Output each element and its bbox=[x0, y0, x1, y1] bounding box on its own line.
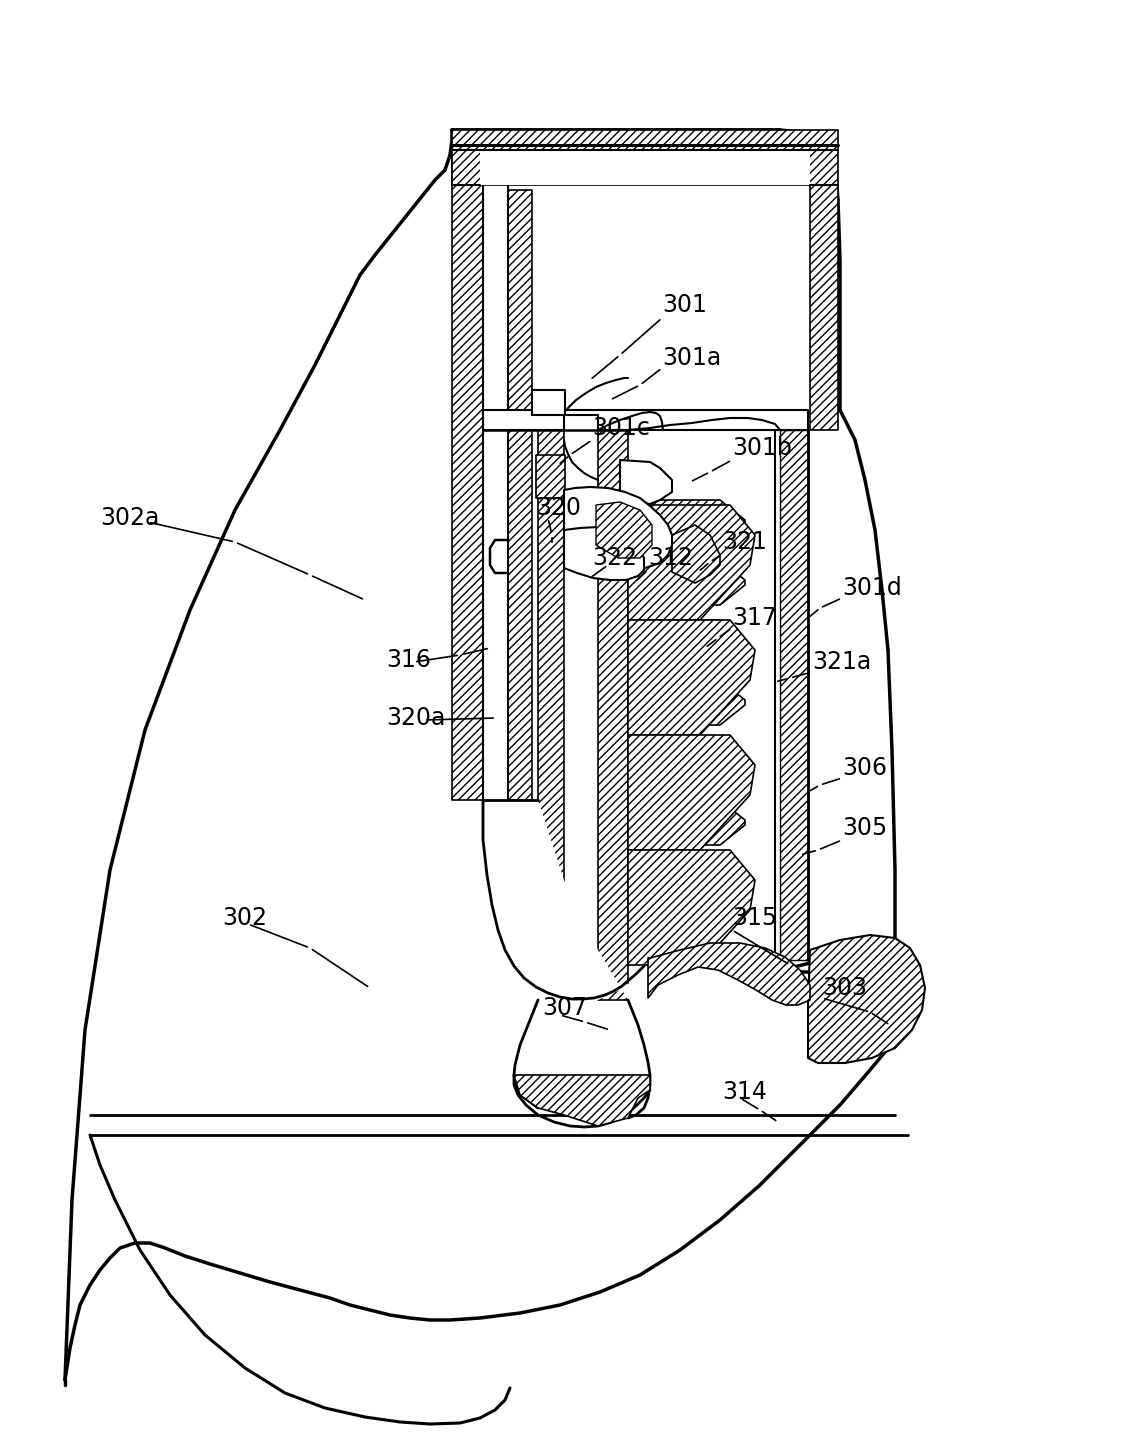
Polygon shape bbox=[780, 430, 808, 961]
Polygon shape bbox=[620, 459, 673, 504]
Polygon shape bbox=[648, 943, 810, 1006]
Text: 302: 302 bbox=[222, 906, 267, 930]
Text: 320a: 320a bbox=[386, 706, 445, 730]
Polygon shape bbox=[483, 800, 655, 1009]
Text: 301c: 301c bbox=[592, 416, 650, 440]
Text: 315: 315 bbox=[732, 906, 777, 930]
Polygon shape bbox=[628, 680, 745, 724]
Text: 320: 320 bbox=[536, 496, 580, 520]
Polygon shape bbox=[536, 455, 565, 498]
Text: 301d: 301d bbox=[842, 577, 902, 600]
Polygon shape bbox=[628, 735, 755, 851]
Polygon shape bbox=[628, 559, 745, 606]
Polygon shape bbox=[673, 525, 720, 582]
Text: 307: 307 bbox=[542, 995, 587, 1020]
Polygon shape bbox=[810, 185, 838, 430]
Polygon shape bbox=[628, 800, 745, 845]
Text: 321a: 321a bbox=[812, 651, 871, 674]
Polygon shape bbox=[483, 410, 808, 430]
Polygon shape bbox=[452, 130, 838, 185]
Text: 301a: 301a bbox=[662, 346, 721, 369]
Text: 301b: 301b bbox=[732, 436, 792, 459]
Polygon shape bbox=[538, 414, 563, 1000]
Polygon shape bbox=[508, 190, 532, 800]
Text: 322: 322 bbox=[592, 546, 637, 569]
Text: 316: 316 bbox=[386, 648, 431, 672]
Text: 302a: 302a bbox=[100, 506, 159, 530]
Text: 317: 317 bbox=[732, 606, 777, 630]
Text: 314: 314 bbox=[722, 1080, 767, 1104]
Polygon shape bbox=[628, 740, 745, 785]
Polygon shape bbox=[628, 620, 745, 665]
Text: 312: 312 bbox=[648, 546, 693, 569]
Text: 303: 303 bbox=[822, 977, 867, 1000]
Text: 321: 321 bbox=[722, 530, 767, 554]
Polygon shape bbox=[628, 851, 755, 965]
Polygon shape bbox=[563, 487, 673, 571]
Polygon shape bbox=[563, 527, 644, 580]
Text: 305: 305 bbox=[842, 816, 887, 840]
Polygon shape bbox=[775, 430, 808, 961]
Polygon shape bbox=[628, 506, 755, 620]
Polygon shape bbox=[596, 501, 652, 558]
Text: 301: 301 bbox=[662, 293, 707, 317]
Polygon shape bbox=[628, 500, 745, 545]
Polygon shape bbox=[598, 414, 628, 1000]
Polygon shape bbox=[481, 151, 810, 185]
Polygon shape bbox=[513, 1075, 650, 1126]
Polygon shape bbox=[628, 620, 755, 735]
Text: 306: 306 bbox=[842, 756, 887, 780]
Polygon shape bbox=[532, 390, 565, 414]
Polygon shape bbox=[808, 935, 925, 1064]
Polygon shape bbox=[452, 130, 483, 800]
